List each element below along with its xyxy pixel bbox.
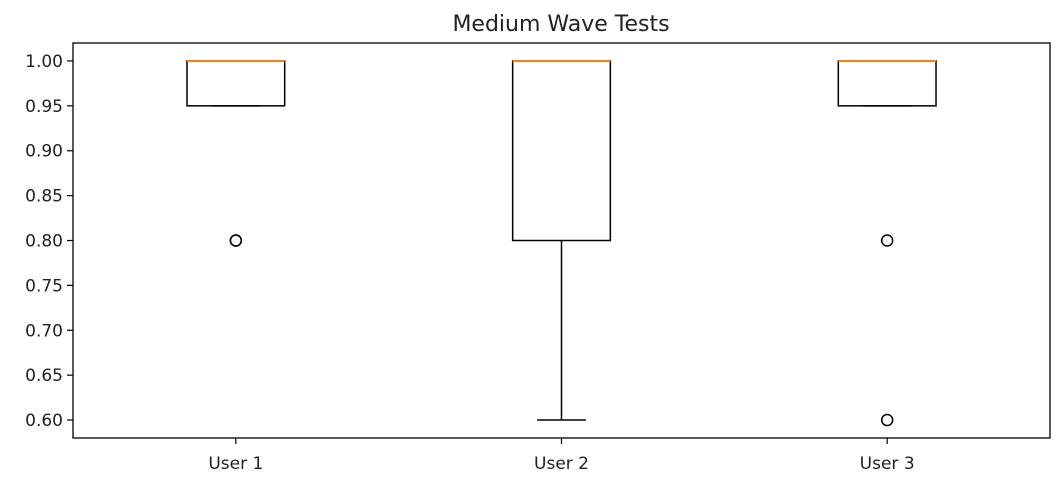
outlier-point <box>229 234 243 247</box>
outlier-point <box>880 234 894 247</box>
iqr-box <box>511 60 612 242</box>
boxes-group <box>186 59 937 427</box>
y-tick-label: 0.90 <box>25 142 63 162</box>
x-tick-label: User 3 <box>860 454 915 474</box>
box-1 <box>186 59 286 247</box>
y-tick-label: 0.65 <box>25 366 63 386</box>
y-tick-label: 0.70 <box>25 321 63 341</box>
y-tick-label: 0.85 <box>25 187 63 207</box>
y-tick-label: 0.95 <box>25 97 63 117</box>
x-tick-label: User 1 <box>208 454 263 474</box>
y-tick-label: 0.60 <box>25 411 63 431</box>
y-tick-label: 1.00 <box>25 52 63 72</box>
y-tick-label: 0.80 <box>25 232 63 252</box>
iqr-box <box>186 60 286 107</box>
x-tick-label: User 2 <box>534 454 589 474</box>
y-tick-label: 0.75 <box>25 276 63 296</box>
chart-title: Medium Wave Tests <box>452 12 669 37</box>
x-axis: User 1 User 2 User 3 <box>208 438 915 474</box>
box-2 <box>511 59 612 421</box>
outlier-point <box>880 413 894 427</box>
box-3 <box>837 59 937 427</box>
iqr-box <box>837 60 937 107</box>
y-axis: 0.60 0.65 0.70 0.75 0.80 0.85 0.90 0.95 1.00 <box>25 52 73 431</box>
